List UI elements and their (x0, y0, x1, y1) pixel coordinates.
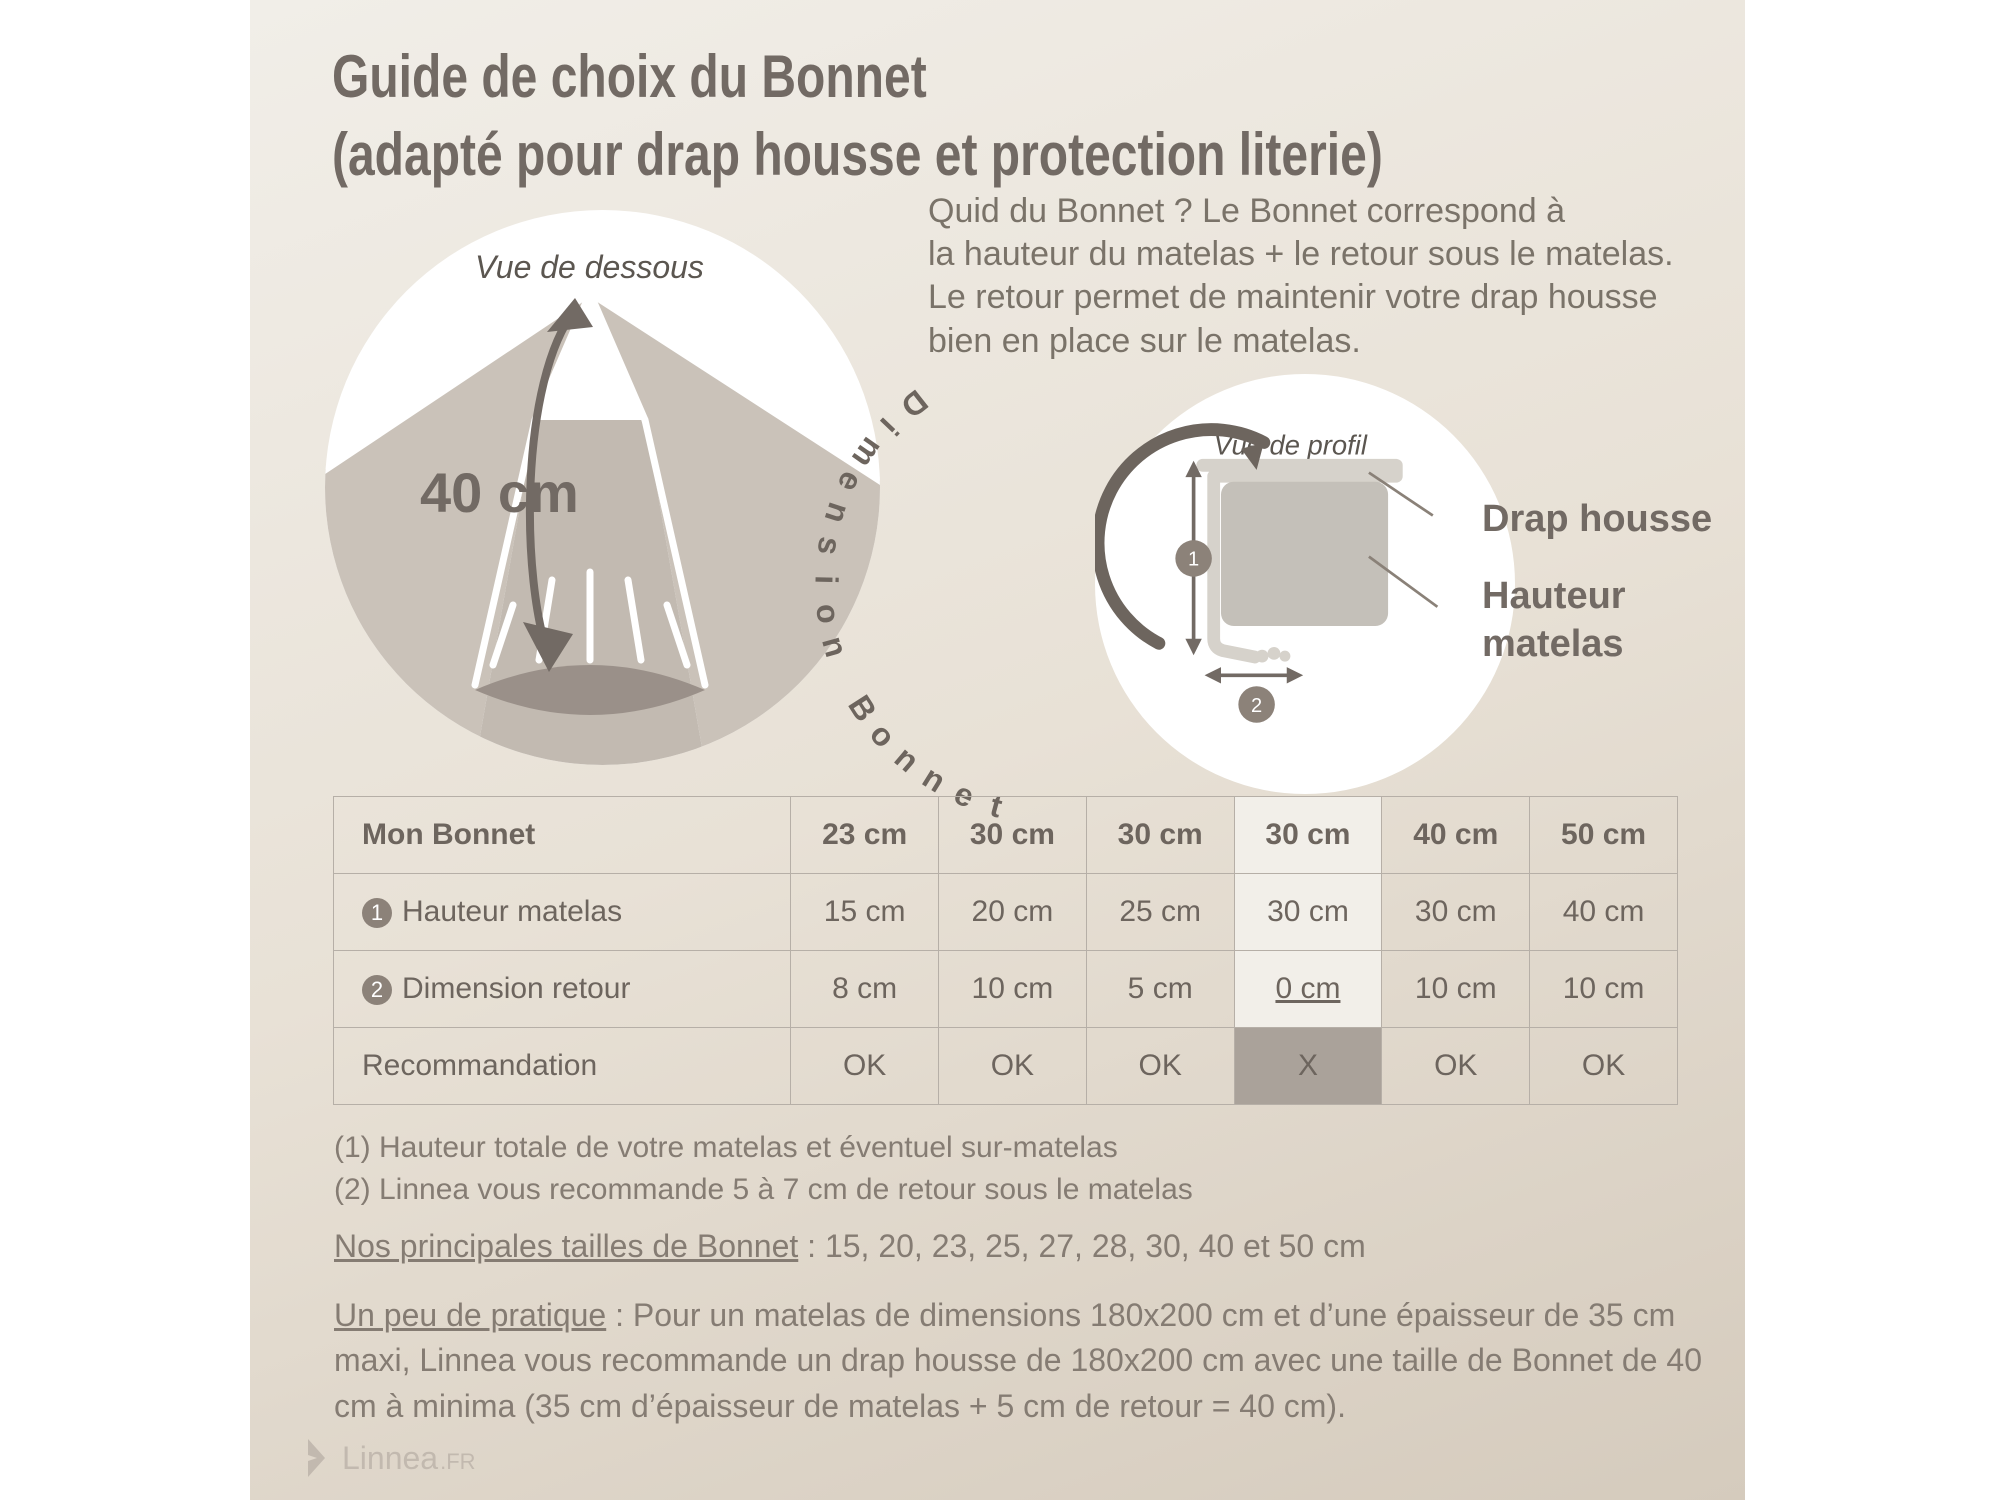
svg-text:40 cm: 40 cm (420, 461, 579, 524)
svg-text:n: n (818, 498, 858, 528)
svg-text:n: n (916, 758, 952, 799)
svg-text:e: e (831, 466, 871, 498)
svg-text:D: D (894, 383, 934, 426)
svg-text:m: m (845, 431, 891, 475)
svg-text:B: B (841, 689, 884, 728)
svg-text:Vue de dessous: Vue de dessous (475, 249, 704, 285)
svg-text:Linnea.FR: Linnea.FR (342, 1440, 476, 1476)
svg-text:n: n (888, 739, 926, 779)
svg-text:s: s (810, 534, 848, 558)
svg-text:n: n (815, 632, 855, 661)
svg-text:o: o (809, 602, 847, 626)
svg-text:i: i (808, 575, 844, 585)
svg-text:i: i (873, 411, 905, 442)
svg-text:o: o (863, 716, 903, 754)
